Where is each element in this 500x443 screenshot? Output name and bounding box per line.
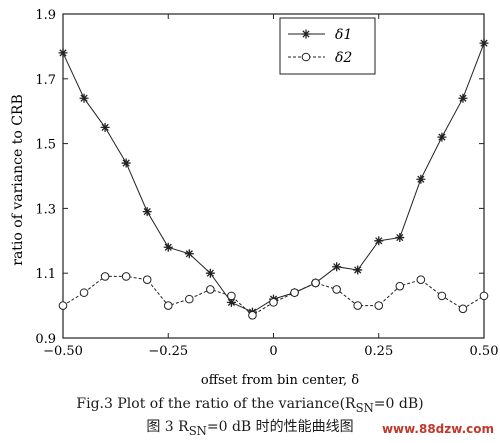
data-point (163, 301, 173, 310)
data-point (269, 298, 278, 307)
tick-labels: −0.50 −0.25 0 0.25 0.50 0.9 1.1 1.3 1.5 1.7 1.9 (35, 8, 498, 359)
axes (62, 13, 485, 339)
caption-english-end: =0 dB) (373, 396, 424, 412)
caption-chinese: 图 3 RSN=0 dB 时的性能曲线图 (0, 416, 500, 438)
data-point (185, 294, 194, 304)
data-point (142, 275, 152, 284)
data-point (205, 268, 215, 278)
data-point (79, 93, 89, 103)
data-point (121, 272, 131, 281)
y-tick-label: 1.5 (35, 138, 56, 153)
data-point (163, 242, 173, 252)
watermark-text: www.88dzw.com (381, 422, 494, 436)
legend-marker (301, 52, 311, 62)
data-point (290, 288, 299, 297)
data-point (184, 249, 194, 259)
caption-english: Fig.3 Plot of the ratio of the variance(… (0, 396, 500, 415)
caption-english-text: Fig.3 Plot of the ratio of the variance(… (76, 396, 356, 412)
x-tick-label: 0 (269, 344, 277, 359)
x-tick-label: 0.50 (470, 344, 499, 359)
series-2 (58, 272, 489, 320)
x-tick-label: −0.25 (148, 344, 188, 359)
x-axis-label: offset from bin center, δ (201, 373, 359, 388)
y-tick-label: 0.9 (35, 332, 56, 347)
data-point (353, 301, 363, 310)
data-point (58, 301, 68, 310)
data-point (142, 207, 152, 217)
data-point (248, 311, 257, 320)
data-point (100, 122, 110, 132)
legend-label: δ2 (335, 50, 352, 66)
data-point (121, 158, 131, 168)
y-axis-label: ratio of variance to CRB (10, 94, 26, 266)
series (58, 38, 489, 320)
caption-chinese-prefix: 图 3 R (146, 419, 189, 435)
legend-box (279, 17, 376, 75)
x-tick-label: 0.25 (364, 344, 393, 359)
data-point (226, 297, 236, 307)
legend-label: δ1 (335, 27, 352, 43)
caption-chinese-sub: SN (188, 423, 207, 438)
data-point (58, 48, 68, 58)
data-point (79, 288, 89, 297)
y-tick-label: 1.7 (35, 73, 56, 88)
data-point (437, 132, 447, 142)
data-point (353, 265, 363, 275)
data-point (332, 262, 342, 272)
data-point (458, 93, 468, 103)
data-point (311, 278, 320, 288)
data-point (416, 174, 426, 184)
data-point (395, 281, 405, 291)
data-point (332, 285, 341, 294)
data-point (374, 301, 384, 310)
data-point (479, 291, 489, 301)
caption-chinese-end: =0 dB 时的性能曲线图 (206, 419, 354, 435)
data-point (416, 275, 426, 284)
data-point (374, 236, 384, 246)
data-point (100, 272, 110, 281)
caption-english-sub: SN (355, 400, 374, 415)
data-point (479, 38, 489, 48)
y-tick-label: 1.1 (35, 267, 56, 282)
x-tick-label: −0.50 (43, 344, 83, 359)
data-point (395, 233, 405, 243)
legend-marker (301, 29, 311, 39)
data-point (206, 285, 215, 294)
data-point (437, 291, 447, 301)
y-tick-label: 1.9 (35, 8, 56, 23)
y-tick-label: 1.3 (35, 202, 56, 217)
data-point (458, 304, 468, 314)
data-point (227, 291, 236, 301)
